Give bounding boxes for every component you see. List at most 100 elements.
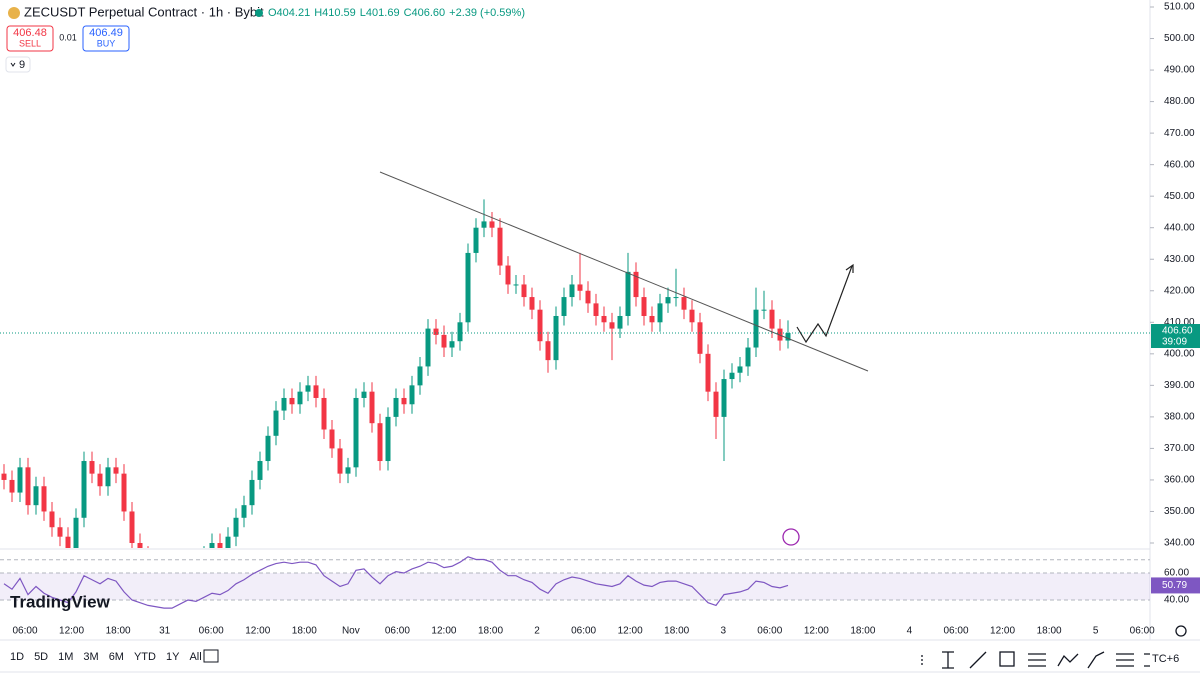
- x-tick-label: 5: [1093, 626, 1099, 637]
- ohlc-legend: O404.21 H410.59 L401.69 C406.60 +2.39 (+0.59…: [268, 7, 525, 19]
- candle-body: [281, 397, 287, 411]
- range-button[interactable]: 3M: [83, 651, 98, 663]
- candle-body: [513, 284, 519, 286]
- trend-line: [379, 171, 869, 372]
- candle-body: [113, 467, 119, 474]
- candle-body: [329, 429, 335, 449]
- candle-body: [297, 391, 303, 405]
- y-tick-label: 380.00: [1164, 412, 1195, 423]
- candle-body: [385, 416, 391, 462]
- x-tick-label: 12:00: [804, 626, 829, 637]
- candle-body: [9, 479, 15, 493]
- candle-body: [561, 297, 567, 316]
- candle-body: [481, 221, 487, 228]
- ohlc-value: +2.39 (+0.59%): [449, 7, 525, 19]
- alert-icon[interactable]: [782, 528, 800, 546]
- range-button[interactable]: 1D: [10, 651, 24, 663]
- candle-body: [249, 479, 255, 506]
- candle-body: [121, 473, 127, 512]
- y-tick-label: 350.00: [1164, 506, 1195, 517]
- y-tick-label: 450.00: [1164, 191, 1195, 202]
- candle-body: [761, 309, 767, 311]
- sell-label: SELL: [19, 38, 41, 48]
- candle-body: [753, 309, 759, 348]
- candle-body: [433, 328, 439, 335]
- range-button[interactable]: 5D: [34, 651, 48, 663]
- candle-body: [49, 511, 55, 528]
- candle-body: [449, 341, 455, 348]
- ohlc-value: O404.21: [268, 7, 310, 19]
- candle-body: [641, 297, 647, 316]
- x-tick-label: 18:00: [292, 626, 317, 637]
- range-button[interactable]: 6M: [109, 651, 124, 663]
- brand-logo: TradingView: [10, 592, 111, 611]
- rsi-tick-label: 60.00: [1164, 568, 1189, 579]
- candle-body: [577, 284, 583, 291]
- candle-body: [321, 397, 327, 430]
- candle-body: [697, 322, 703, 354]
- candle-body: [89, 461, 95, 474]
- candle-body: [465, 252, 471, 323]
- candle-body: [769, 309, 775, 329]
- candle-body: [81, 461, 87, 518]
- candle-body: [721, 379, 727, 417]
- candle-body: [441, 334, 447, 348]
- candle-body: [305, 385, 311, 392]
- x-tick-label: 4: [907, 626, 913, 637]
- rsi-line: [3, 556, 789, 609]
- range-button[interactable]: 1Y: [166, 651, 180, 663]
- candle-body: [393, 397, 399, 417]
- x-tick-label: 18:00: [664, 626, 689, 637]
- range-button[interactable]: All: [189, 651, 201, 663]
- candle-body: [785, 333, 791, 341]
- candle-body: [105, 467, 111, 487]
- rsi-tick-label: 40.00: [1164, 595, 1189, 606]
- candle-body: [25, 467, 31, 506]
- candle-body: [129, 511, 135, 543]
- candle-body: [313, 385, 319, 398]
- y-tick-label: 490.00: [1164, 65, 1195, 76]
- buy-button[interactable]: [82, 25, 130, 52]
- candle-body: [97, 473, 103, 487]
- candle-body: [425, 328, 431, 367]
- candle-body: [545, 341, 551, 361]
- candle-body: [473, 227, 479, 253]
- y-tick-label: 470.00: [1164, 128, 1195, 139]
- x-tick-label: 06:00: [12, 626, 37, 637]
- y-tick-label: 400.00: [1164, 348, 1195, 359]
- date-range-icon[interactable]: [203, 649, 219, 663]
- candle-body: [729, 372, 735, 380]
- candle-body: [673, 297, 679, 299]
- candle-body: [417, 366, 423, 386]
- indicator-count: 9: [19, 59, 25, 71]
- range-button[interactable]: 1M: [58, 651, 73, 663]
- candle-body: [233, 517, 239, 537]
- rsi-last-label: 50.79: [1162, 580, 1187, 591]
- x-tick-label: 3: [720, 626, 726, 637]
- range-button[interactable]: YTD: [134, 651, 156, 663]
- ohlc-value: C406.60: [404, 7, 446, 19]
- indicator-toggle[interactable]: [5, 56, 31, 73]
- candle-body: [73, 517, 79, 548]
- price-pane: [1, 199, 791, 548]
- candle-body: [225, 536, 231, 548]
- y-tick-label: 360.00: [1164, 475, 1195, 486]
- candle-body: [409, 385, 415, 405]
- candle-body: [633, 271, 639, 298]
- candle-body: [689, 309, 695, 323]
- y-tick-label: 460.00: [1164, 159, 1195, 170]
- x-tick-label: Nov: [342, 626, 360, 637]
- x-tick-label: 18:00: [850, 626, 875, 637]
- sell-button[interactable]: [6, 25, 54, 52]
- candle-body: [57, 527, 63, 537]
- x-tick-label: 18:00: [1037, 626, 1062, 637]
- candle-body: [241, 505, 247, 518]
- candle-body: [617, 315, 623, 329]
- candle-body: [737, 366, 743, 373]
- x-tick-label: 06:00: [757, 626, 782, 637]
- candle-body: [209, 543, 215, 548]
- y-tick-label: 390.00: [1164, 380, 1195, 391]
- y-tick-label: 440.00: [1164, 222, 1195, 233]
